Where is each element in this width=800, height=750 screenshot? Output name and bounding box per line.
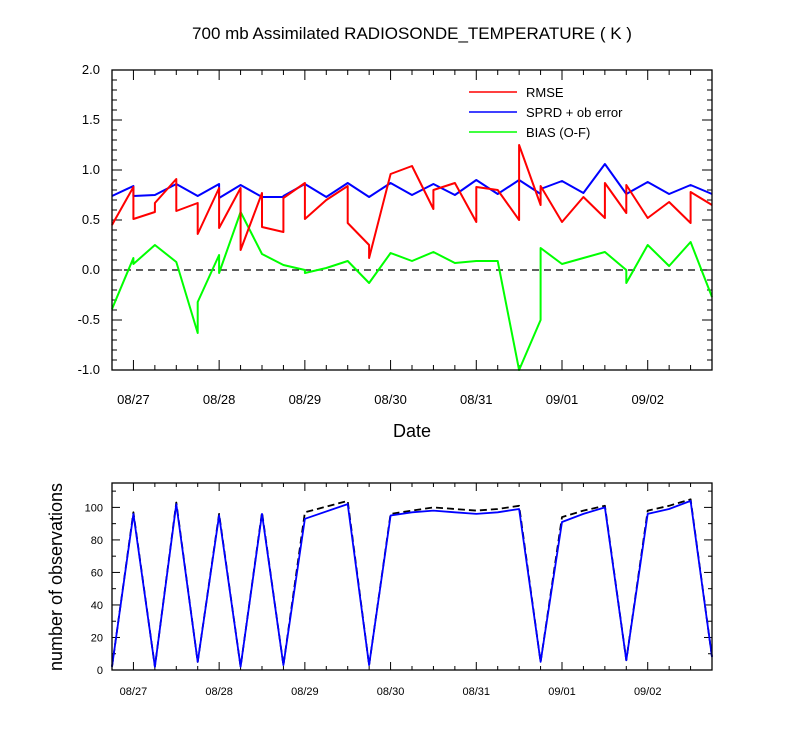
x-tick-label: 08/29 [291,686,319,698]
bottom-plot: 08/27 08/28 08/29 08/30 08/31 09/01 09/02 0 20 40… [85,482,713,698]
y-tick-label: 2.0 [82,62,100,77]
x-tick-label: 09/01 [548,686,576,698]
x-tick-label: 08/27 [117,392,150,407]
legend-label: SPRD + ob error [526,105,623,120]
y-tick-label: 60 [91,567,103,579]
y-tick-label: -0.5 [78,312,100,327]
legend: RMSE SPRD + ob error BIAS (O-F) [469,85,623,140]
y-axis-label-observations: number of observations [46,483,66,671]
x-tick-label: 08/28 [205,686,233,698]
y-tick-label: 100 [85,502,103,514]
plot-frame [111,69,713,371]
series-line-rmse [111,144,713,259]
x-tick-label: 08/27 [120,686,148,698]
legend-label: RMSE [526,85,564,100]
x-tick-label: 09/02 [631,392,664,407]
chart-title: 700 mb Assimilated RADIOSONDE_TEMPERATUR… [192,24,632,43]
x-tick-label: 08/31 [460,392,493,407]
y-tick-label: 20 [91,632,103,644]
series-line-possible [111,498,713,668]
legend-label: BIAS (O-F) [526,125,590,140]
y-tick-label: 80 [91,535,103,547]
y-tick-label: 1.0 [82,162,100,177]
y-tick-label: 1.5 [82,112,100,127]
series-line-sprd-ob-error [111,163,713,199]
plot-frame [111,482,713,671]
x-tick-label: 08/28 [203,392,236,407]
y-tick-label: 40 [91,600,103,612]
series-line-assimilated [111,499,713,668]
top-plot: 08/27 08/28 08/29 08/30 08/31 09/01 09/02 -1.0 -… [78,62,713,407]
x-tick-label: 09/01 [546,392,579,407]
x-tick-label: 08/30 [374,392,407,407]
x-axis-label: Date [393,421,431,441]
x-tick-label: 08/30 [377,686,405,698]
x-tick-label: 08/31 [463,686,491,698]
x-tick-label: 09/02 [634,686,662,698]
y-tick-label: 0.5 [82,212,100,227]
series-line-bias-o-f [111,211,713,371]
x-tick-label: 08/29 [289,392,322,407]
y-tick-label: 0 [97,665,103,677]
y-tick-label: 0.0 [82,262,100,277]
y-tick-label: -1.0 [78,362,100,377]
